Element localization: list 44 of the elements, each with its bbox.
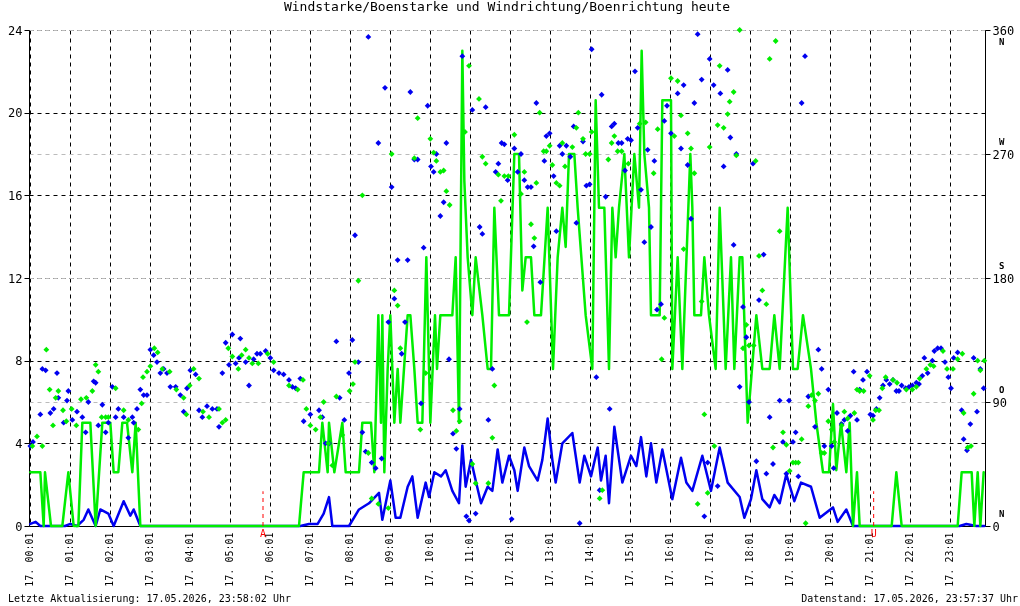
x-tick-label: 17. 13:01 xyxy=(544,532,556,587)
x-tick-label: 17. 14:01 xyxy=(584,532,596,587)
x-tick-label: 17. 19:01 xyxy=(784,532,796,587)
y-tick-label: 12 xyxy=(8,271,23,286)
y-tick-label: 4 xyxy=(15,436,23,451)
x-tick-label: 17. 09:01 xyxy=(384,532,396,587)
y2-tick-label: 180 xyxy=(992,271,1015,286)
y2-tick-label: 360 xyxy=(992,23,1015,38)
x-tick-label: 17. 07:01 xyxy=(304,532,316,587)
x-tick-label: 17. 20:01 xyxy=(824,532,836,587)
text: O xyxy=(999,385,1005,395)
y-tick-label: 20 xyxy=(8,106,23,121)
x-tick-label: 17. 01:01 xyxy=(64,532,76,587)
x-tick-label: 17. 12:01 xyxy=(504,532,516,587)
x-tick-label: 17. 04:01 xyxy=(184,532,196,587)
ref-line-label: A xyxy=(259,528,267,539)
chart-title: Windstarke/Boenstarke und Windrichtung/Boenrichtung heute xyxy=(283,0,731,14)
text: W xyxy=(999,137,1005,147)
x-tick-label: 17. 02:01 xyxy=(104,532,116,587)
y-tick-label: 24 xyxy=(8,23,23,38)
y2-tick-label: 270 xyxy=(992,147,1015,162)
x-tick-label: 17. 00:01 xyxy=(24,532,36,587)
x-tick-label: 17. 05:01 xyxy=(224,532,236,587)
text: S xyxy=(999,261,1005,271)
x-tick-label: 17. 18:01 xyxy=(744,532,756,587)
x-tick-label: 17. 17:01 xyxy=(704,532,716,587)
x-tick-label: 17. 10:01 xyxy=(424,532,436,587)
text: Letzte Aktualisierung: 17.05.2026, 23:58:02 Uhr xyxy=(8,593,291,604)
x-tick-label: 17. 08:01 xyxy=(344,532,356,587)
y2-tick-label: 0 xyxy=(992,519,1000,534)
y-tick-label: 16 xyxy=(8,188,23,203)
text: Datenstand: 17.05.2026, 23:57:37 Uhr xyxy=(801,593,1018,604)
x-tick-label: 17. 03:01 xyxy=(144,532,156,587)
x-tick-label: 17. 06:01 xyxy=(264,532,276,587)
y-tick-label: 0 xyxy=(15,519,23,534)
text: N xyxy=(999,509,1005,519)
x-tick-label: 17. 22:01 xyxy=(904,532,916,587)
x-tick-label: 17. 16:01 xyxy=(664,532,676,587)
text: N xyxy=(999,37,1005,47)
x-tick-label: 17. 15:01 xyxy=(624,532,636,587)
y2-tick-label: 90 xyxy=(992,395,1007,410)
x-tick-label: 17. 23:01 xyxy=(944,532,956,587)
x-tick-label: 17. 11:01 xyxy=(464,532,476,587)
y-tick-label: 8 xyxy=(15,354,23,369)
